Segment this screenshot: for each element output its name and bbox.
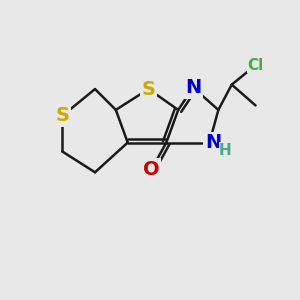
Text: Cl: Cl: [248, 58, 264, 73]
Text: S: S: [142, 80, 155, 99]
Text: H: H: [219, 142, 232, 158]
Text: S: S: [55, 106, 69, 125]
Text: N: N: [185, 78, 201, 97]
Text: O: O: [143, 160, 160, 179]
Text: N: N: [205, 133, 221, 152]
